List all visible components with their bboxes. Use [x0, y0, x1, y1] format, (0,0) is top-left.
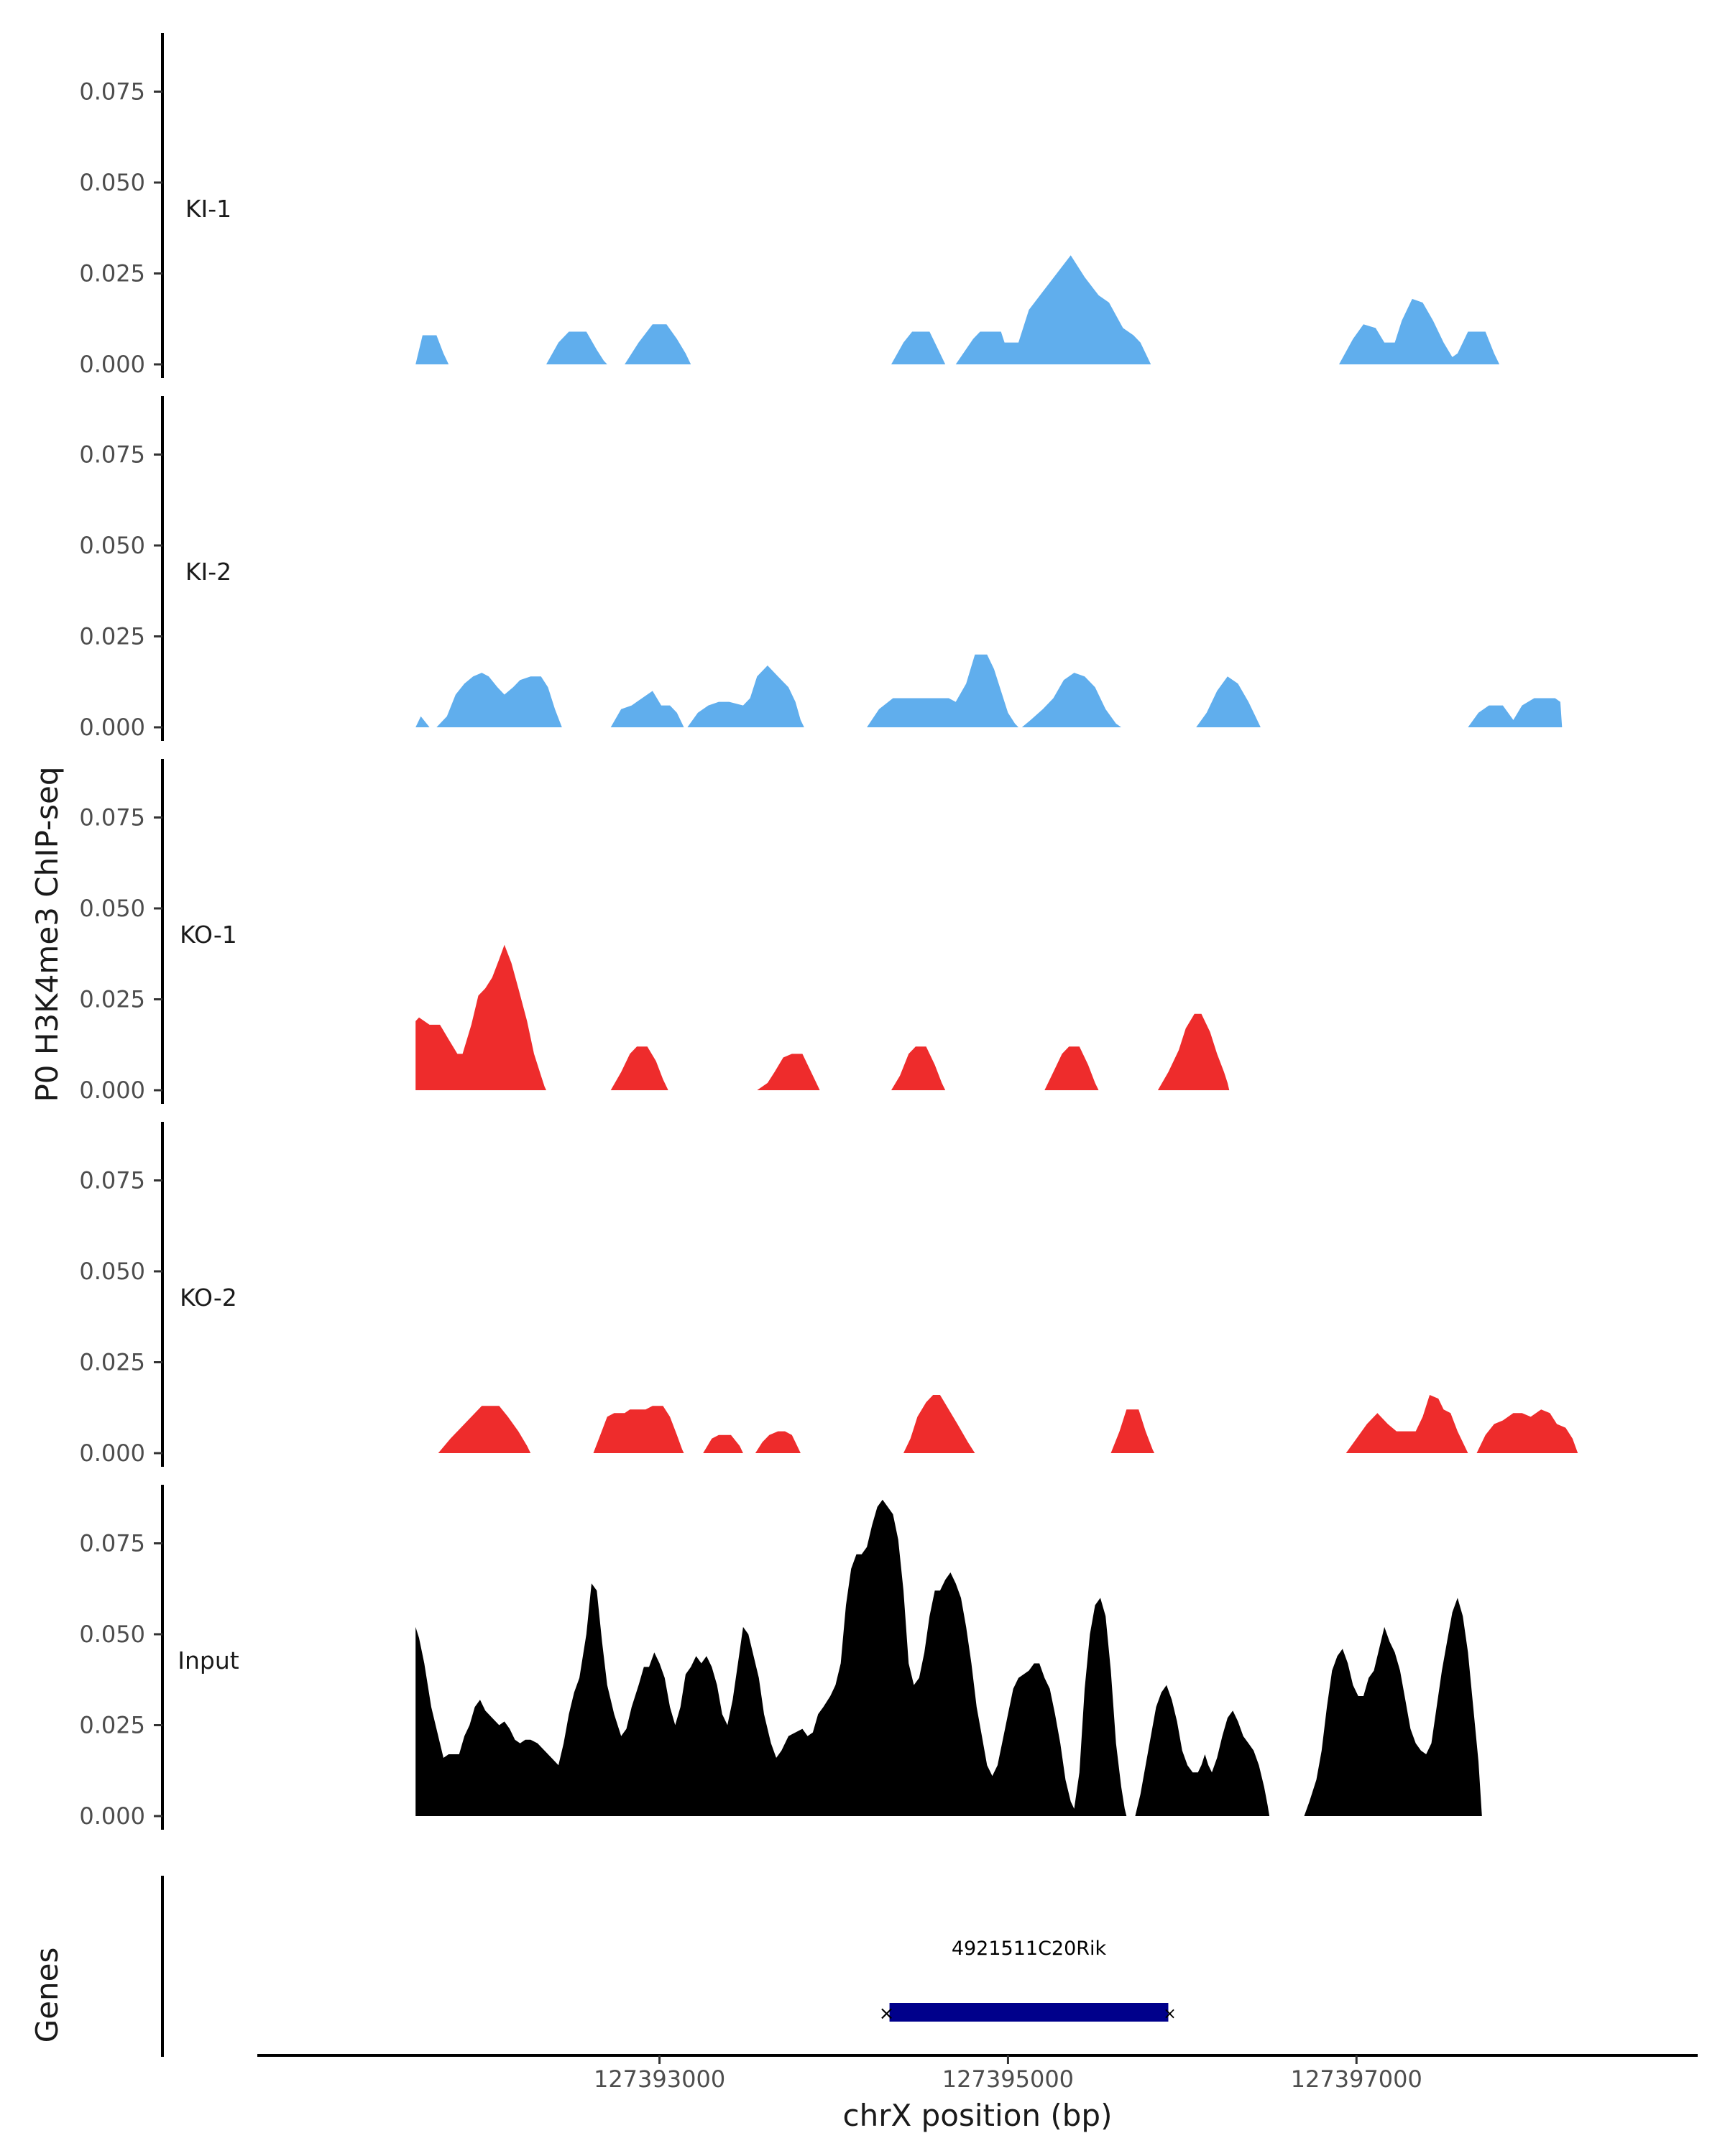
coverage-area [415, 944, 546, 1090]
track-label: KI-1 [185, 195, 231, 223]
coverage-area [1476, 1409, 1578, 1453]
coverage-area [415, 1499, 1127, 1816]
track-label: KO-1 [180, 921, 237, 949]
coverage-area [593, 1406, 684, 1453]
y-tick-label: 0.000 [79, 1802, 145, 1830]
y-tick-label: 0.075 [79, 1530, 145, 1557]
coverage-area [867, 654, 1018, 727]
coverage-area [703, 1434, 743, 1453]
y-tick-label: 0.000 [79, 1077, 145, 1104]
tracks-layer: 0.0000.0250.0500.075KI-10.0000.0250.0500… [79, 33, 1578, 1830]
track-panel: 0.000 0.025 0.050 0.075 KO-2 [79, 1122, 1578, 1467]
x-tick-label: 127395000 [942, 2065, 1074, 2093]
track-panel: 0.000 0.025 0.050 0.075 KI-1 [79, 33, 1500, 378]
x-tick-label: 127397000 [1291, 2065, 1422, 2093]
y-tick-label: 0.050 [79, 532, 145, 559]
coverage-area [755, 1431, 801, 1453]
coverage-area [415, 716, 430, 727]
coverage-area [891, 331, 946, 364]
coverage-area [1339, 298, 1500, 364]
y-tick-label: 0.000 [79, 714, 145, 741]
track-panel: 0.000 0.025 0.050 0.075 KI-2 [79, 396, 1563, 741]
coverage-area [1304, 1598, 1482, 1816]
coverage-area [955, 255, 1151, 364]
y-tick-label: 0.025 [79, 986, 145, 1013]
gene-track: × × 4921511C20Rik [161, 1876, 1177, 2057]
y-tick-label: 0.075 [79, 1167, 145, 1194]
coverage-area [610, 1046, 668, 1090]
coverage-area [438, 1406, 531, 1453]
coverage-area [436, 673, 562, 727]
coverage-area [610, 691, 684, 727]
x-axis: 127393000 127395000 127397000 [257, 2054, 1698, 2093]
y-tick-label: 0.000 [79, 351, 145, 378]
track-label: KO-2 [180, 1284, 237, 1312]
y-tick-label: 0.025 [79, 1712, 145, 1739]
x-tick-label: 127393000 [594, 2065, 725, 2093]
coverage-area [1196, 676, 1261, 727]
track-panel: 0.000 0.025 0.050 0.075 KO-1 [79, 759, 1230, 1104]
y-tick-label: 0.050 [79, 1258, 145, 1285]
y-tick-label: 0.075 [79, 78, 145, 106]
coverage-area [625, 324, 691, 364]
y-tick-label: 0.050 [79, 895, 145, 922]
coverage-area [1468, 698, 1563, 727]
y-tick-label: 0.025 [79, 260, 145, 287]
y-tick-label: 0.075 [79, 804, 145, 831]
coverage-area [546, 331, 607, 364]
coverage-area [1021, 673, 1121, 727]
coverage-area [687, 665, 804, 727]
y-tick-label: 0.000 [79, 1439, 145, 1467]
gene-name: 4921511C20Rik [952, 1938, 1107, 1960]
genes-axis-title: Genes [29, 1948, 65, 2043]
gene-body [889, 2003, 1169, 2022]
coverage-area [1346, 1395, 1468, 1453]
coverage-area [1044, 1046, 1099, 1090]
y-axis-title: P0 H3K4me3 ChIP-seq [29, 766, 65, 1102]
y-tick-label: 0.050 [79, 1621, 145, 1648]
coverage-area [903, 1395, 975, 1453]
y-tick-label: 0.075 [79, 441, 145, 469]
coverage-area [415, 335, 449, 364]
y-tick-label: 0.050 [79, 169, 145, 196]
y-tick-label: 0.025 [79, 1349, 145, 1376]
track-label: Input [178, 1646, 239, 1674]
coverage-area [891, 1046, 946, 1090]
track-panel: 0.000 0.025 0.050 0.075 Input [79, 1485, 1482, 1830]
coverage-area [1135, 1685, 1270, 1816]
coverage-area [757, 1054, 820, 1090]
strand-marker: × [879, 2003, 895, 2024]
coverage-area [1110, 1409, 1155, 1453]
x-axis-title: chrX position (bp) [843, 2098, 1113, 2133]
strand-marker: × [1163, 2005, 1176, 2023]
y-tick-label: 0.025 [79, 623, 145, 650]
track-label: KI-2 [185, 558, 231, 586]
coverage-area [1157, 1013, 1230, 1090]
